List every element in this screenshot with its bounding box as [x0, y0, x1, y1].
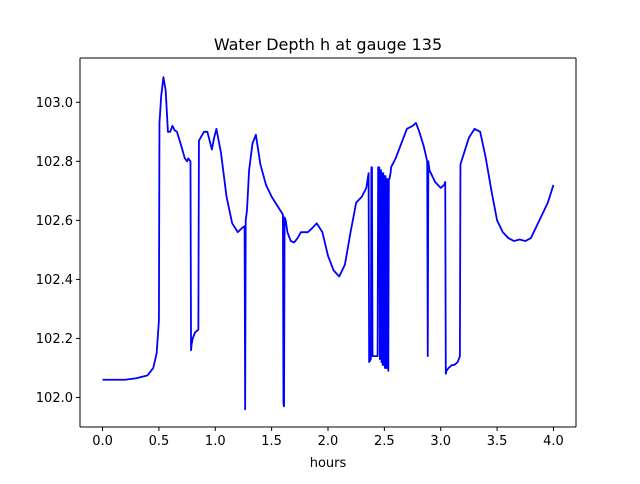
- x-tick-label: 4.0: [543, 434, 564, 449]
- x-tick-label: 2.5: [374, 434, 395, 449]
- y-tick-label: 102.0: [36, 391, 73, 406]
- x-tick-label: 2.0: [318, 434, 339, 449]
- series-line: [102, 76, 555, 411]
- x-tick-label: 3.0: [430, 434, 451, 449]
- x-tick-label: 0.5: [149, 434, 170, 449]
- axes-frame: [79, 57, 577, 428]
- y-tick-label: 102.4: [36, 273, 73, 288]
- x-tick-label: 3.5: [487, 434, 508, 449]
- y-tick-label: 102.6: [36, 214, 73, 229]
- plot-area: 0.0 0.5 1.0 1.5 2.0 2.5 3.0 3.5 4.0 102.0102.210…: [36, 57, 577, 449]
- x-tick-label: 0.0: [92, 434, 113, 449]
- y-tick-label: 102.2: [36, 332, 73, 347]
- series-lines: [102, 76, 555, 411]
- x-ticks: 0.0 0.5 1.0 1.5 2.0 2.5 3.0 3.5 4.0: [92, 427, 564, 449]
- x-tick-label: 1.0: [205, 434, 226, 449]
- y-tick-label: 102.8: [36, 155, 73, 170]
- x-tick-label: 1.5: [261, 434, 282, 449]
- y-ticks: 102.0 102.2 102.4 102.6 102.8 103.0: [36, 96, 80, 406]
- chart-title: Water Depth h at gauge 135: [214, 35, 442, 54]
- y-tick-label: 103.0: [36, 96, 73, 111]
- axes-background: [80, 58, 576, 427]
- x-axis-label: hours: [310, 456, 347, 471]
